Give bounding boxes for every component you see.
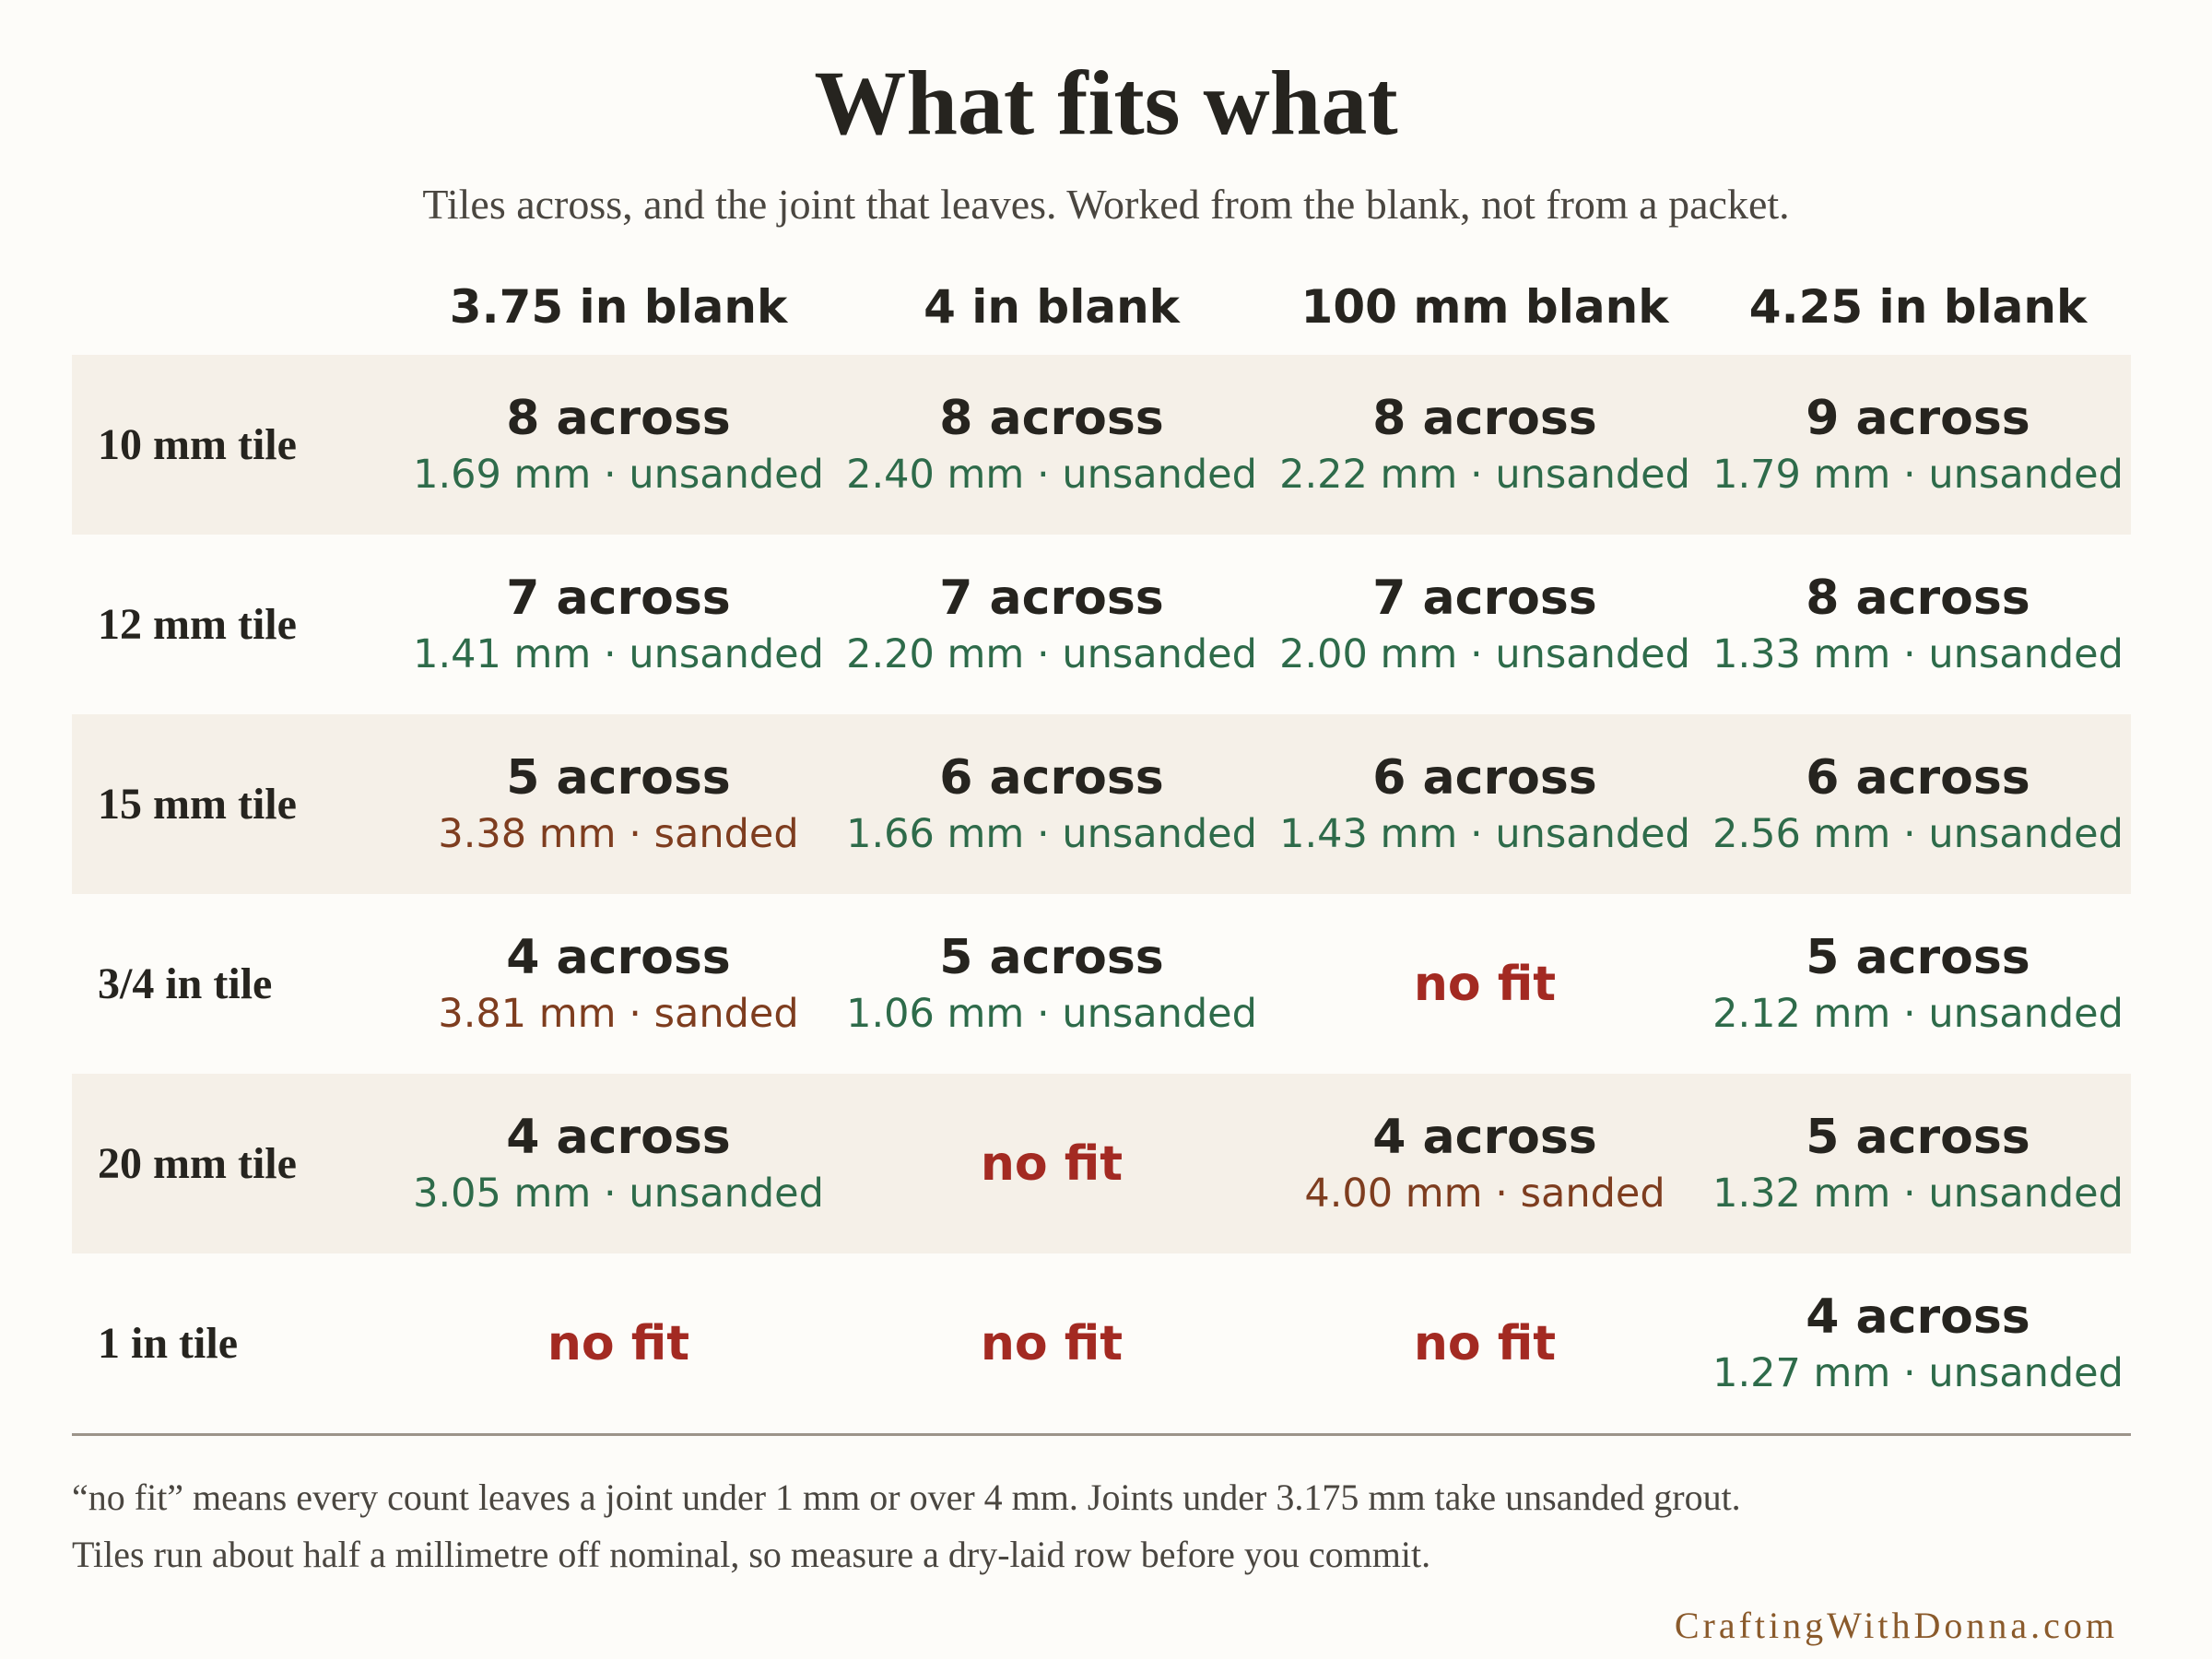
table-cell: 4 across 1.27 mm · unsanded — [1701, 1288, 2135, 1400]
table-cell: 5 across 1.32 mm · unsanded — [1701, 1108, 2135, 1220]
joint-width: 3.81 mm · sanded — [438, 990, 799, 1037]
tile-count: 8 across — [1806, 570, 2030, 626]
table-cell: no fit — [835, 1135, 1268, 1194]
column-header: 4.25 in blank — [1748, 279, 2088, 334]
page-title: What fits what — [814, 52, 1398, 154]
joint-width: 4.00 mm · sanded — [1304, 1170, 1665, 1217]
joint-width: 2.40 mm · unsanded — [846, 451, 1257, 498]
tile-count: 5 across — [939, 929, 1164, 985]
tile-count: 6 across — [1372, 749, 1597, 806]
row-label: 15 mm tile — [98, 780, 297, 829]
row-label: 1 in tile — [98, 1319, 238, 1368]
fit-table: 3.75 in blank 4 in blank 100 mm blank 4.… — [72, 258, 2131, 1436]
tile-count: 7 across — [506, 570, 731, 626]
table-cell: 5 across 3.38 mm · sanded — [402, 748, 835, 861]
tile-count: 8 across — [939, 390, 1164, 446]
joint-width: 1.33 mm · unsanded — [1712, 630, 2124, 677]
tile-count: 4 across — [1806, 1288, 2030, 1345]
tile-count: 7 across — [1372, 570, 1597, 626]
table-cell: 5 across 2.12 mm · unsanded — [1701, 928, 2135, 1041]
table-row: 15 mm tile 5 across 3.38 mm · sanded 6 acro… — [72, 714, 2131, 894]
no-fit-label: no fit — [980, 1315, 1124, 1371]
table-cell: 8 across 1.69 mm · unsanded — [402, 389, 835, 501]
tile-count: 5 across — [1806, 929, 2030, 985]
site-credit: CraftingWithDonna.com — [1674, 1605, 2118, 1646]
tile-count: 4 across — [1372, 1109, 1597, 1165]
joint-width: 1.27 mm · unsanded — [1712, 1349, 2124, 1396]
table-cell: no fit — [835, 1314, 1268, 1373]
table-cell: 7 across 2.00 mm · unsanded — [1268, 569, 1701, 681]
tile-count: 5 across — [506, 749, 731, 806]
no-fit-label: no fit — [1413, 956, 1557, 1012]
no-fit-label: no fit — [1413, 1315, 1557, 1371]
joint-width: 3.38 mm · sanded — [438, 810, 799, 857]
joint-width: 1.79 mm · unsanded — [1712, 451, 2124, 498]
table-cell: 4 across 4.00 mm · sanded — [1268, 1108, 1701, 1220]
joint-width: 2.56 mm · unsanded — [1712, 810, 2124, 857]
joint-width: 1.06 mm · unsanded — [846, 990, 1257, 1037]
table-row: 10 mm tile 8 across 1.69 mm · unsanded 8 ac… — [72, 355, 2131, 535]
joint-width: 1.69 mm · unsanded — [413, 451, 824, 498]
table-cell: 6 across 2.56 mm · unsanded — [1701, 748, 2135, 861]
row-label: 10 mm tile — [98, 420, 297, 469]
footnote: “no fit” means every count leaves a join… — [72, 1477, 1741, 1518]
table-row: 20 mm tile 4 across 3.05 mm · unsanded no f… — [72, 1074, 2131, 1253]
tile-count: 7 across — [939, 570, 1164, 626]
joint-width: 2.12 mm · unsanded — [1712, 990, 2124, 1037]
table-cell: 4 across 3.81 mm · sanded — [402, 928, 835, 1041]
row-label: 20 mm tile — [98, 1139, 297, 1188]
footnotes: “no fit” means every count leaves a join… — [72, 1469, 2131, 1583]
table-row: 1 in tile no fit no fit no fit 4 across 1.27 … — [72, 1253, 2131, 1433]
joint-width: 1.41 mm · unsanded — [413, 630, 824, 677]
tile-count: 8 across — [1372, 390, 1597, 446]
table-row: 3/4 in tile 4 across 3.81 mm · sanded 5 acr… — [72, 894, 2131, 1074]
table-cell: no fit — [1268, 955, 1701, 1014]
table-cell: 6 across 1.66 mm · unsanded — [835, 748, 1268, 861]
table-cell: 5 across 1.06 mm · unsanded — [835, 928, 1268, 1041]
table-cell: 8 across 2.22 mm · unsanded — [1268, 389, 1701, 501]
table-cell: no fit — [1268, 1314, 1701, 1373]
joint-width: 1.66 mm · unsanded — [846, 810, 1257, 857]
table-body: 10 mm tile 8 across 1.69 mm · unsanded 8 ac… — [72, 355, 2131, 1433]
page-subtitle: Tiles across, and the joint that leaves.… — [422, 181, 1790, 228]
column-header: 4 in blank — [924, 279, 1180, 334]
tile-count: 5 across — [1806, 1109, 2030, 1165]
tile-count: 6 across — [939, 749, 1164, 806]
joint-width: 2.22 mm · unsanded — [1279, 451, 1690, 498]
table-cell: no fit — [402, 1314, 835, 1373]
column-header: 100 mm blank — [1300, 279, 1669, 334]
table-cell: 9 across 1.79 mm · unsanded — [1701, 389, 2135, 501]
column-header: 3.75 in blank — [449, 279, 788, 334]
joint-width: 1.43 mm · unsanded — [1279, 810, 1690, 857]
footnote: Tiles run about half a millimetre off no… — [72, 1534, 1431, 1575]
no-fit-label: no fit — [980, 1135, 1124, 1192]
tile-count: 6 across — [1806, 749, 2030, 806]
joint-width: 1.32 mm · unsanded — [1712, 1170, 2124, 1217]
table-cell: 7 across 2.20 mm · unsanded — [835, 569, 1268, 681]
table-cell: 8 across 1.33 mm · unsanded — [1701, 569, 2135, 681]
joint-width: 3.05 mm · unsanded — [413, 1170, 824, 1217]
tile-count: 4 across — [506, 929, 731, 985]
tile-count: 4 across — [506, 1109, 731, 1165]
row-label: 3/4 in tile — [98, 959, 273, 1008]
table-row: 12 mm tile 7 across 1.41 mm · unsanded 7 ac… — [72, 535, 2131, 714]
no-fit-label: no fit — [547, 1315, 690, 1371]
table-cell: 6 across 1.43 mm · unsanded — [1268, 748, 1701, 861]
table-header: 3.75 in blank 4 in blank 100 mm blank 4.… — [72, 258, 2131, 355]
joint-width: 2.00 mm · unsanded — [1279, 630, 1690, 677]
table-cell: 7 across 1.41 mm · unsanded — [402, 569, 835, 681]
row-label: 12 mm tile — [98, 600, 297, 649]
tile-count: 8 across — [506, 390, 731, 446]
tile-count: 9 across — [1806, 390, 2030, 446]
joint-width: 2.20 mm · unsanded — [846, 630, 1257, 677]
table-cell: 8 across 2.40 mm · unsanded — [835, 389, 1268, 501]
table-cell: 4 across 3.05 mm · unsanded — [402, 1108, 835, 1220]
table-bottom-rule — [72, 1433, 2131, 1436]
